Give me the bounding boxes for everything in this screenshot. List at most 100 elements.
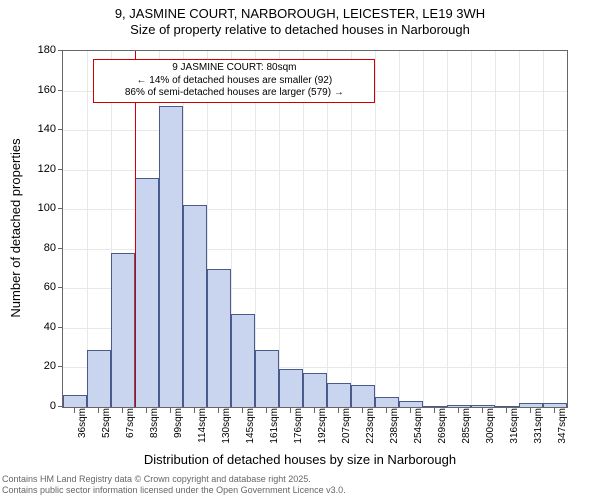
callout-line-2: ← 14% of detached houses are smaller (92… <box>98 75 370 88</box>
chart-title-line2: Size of property relative to detached ho… <box>0 22 600 38</box>
histogram-bar <box>183 205 207 407</box>
x-tick-mark <box>242 408 243 413</box>
y-tick-label: 80 <box>16 242 56 254</box>
y-tick-label: 160 <box>16 84 56 96</box>
x-tick-label: 300sqm <box>485 408 496 448</box>
histogram-bar <box>231 314 255 407</box>
chart-title-line1: 9, JASMINE COURT, NARBOROUGH, LEICESTER,… <box>0 6 600 22</box>
gridline-v <box>375 51 376 407</box>
reference-line <box>135 51 136 407</box>
y-tick-mark <box>58 90 62 91</box>
x-tick-mark <box>434 408 435 413</box>
x-tick-mark <box>170 408 171 413</box>
x-tick-mark <box>290 408 291 413</box>
x-tick-label: 347sqm <box>557 408 568 448</box>
histogram-bar <box>399 401 423 407</box>
x-tick-label: 223sqm <box>365 408 376 448</box>
y-tick-mark <box>58 248 62 249</box>
gridline-v <box>519 51 520 407</box>
y-tick-mark <box>58 406 62 407</box>
gridline-v <box>447 51 448 407</box>
x-tick-mark <box>146 408 147 413</box>
x-tick-label: 83sqm <box>149 408 160 448</box>
y-tick-label: 180 <box>16 44 56 56</box>
y-tick-label: 0 <box>16 400 56 412</box>
callout-line-1: 9 JASMINE COURT: 80sqm <box>98 62 370 75</box>
x-tick-mark <box>98 408 99 413</box>
gridline-h <box>63 170 567 171</box>
chart-plot-area: 9 JASMINE COURT: 80sqm← 14% of detached … <box>62 50 568 408</box>
x-tick-mark <box>74 408 75 413</box>
x-tick-label: 331sqm <box>533 408 544 448</box>
x-tick-label: 145sqm <box>245 408 256 448</box>
x-tick-label: 238sqm <box>389 408 400 448</box>
x-tick-label: 254sqm <box>413 408 424 448</box>
gridline-h <box>63 130 567 131</box>
x-tick-label: 161sqm <box>269 408 280 448</box>
x-axis-label: Distribution of detached houses by size … <box>0 452 600 467</box>
x-tick-mark <box>266 408 267 413</box>
histogram-bar <box>303 373 327 407</box>
y-tick-label: 140 <box>16 123 56 135</box>
x-tick-mark <box>506 408 507 413</box>
histogram-bar <box>159 106 183 407</box>
x-tick-label: 192sqm <box>317 408 328 448</box>
histogram-bar <box>375 397 399 407</box>
gridline-v <box>543 51 544 407</box>
x-tick-label: 99sqm <box>173 408 184 448</box>
y-tick-label: 100 <box>16 202 56 214</box>
gridline-v <box>471 51 472 407</box>
gridline-v <box>495 51 496 407</box>
x-tick-mark <box>338 408 339 413</box>
y-tick-mark <box>58 129 62 130</box>
histogram-bar <box>423 406 447 407</box>
y-tick-label: 60 <box>16 281 56 293</box>
y-tick-label: 40 <box>16 321 56 333</box>
x-tick-label: 269sqm <box>437 408 448 448</box>
footer-credit-2: Contains public sector information licen… <box>2 485 346 495</box>
gridline-v <box>351 51 352 407</box>
histogram-bar <box>327 383 351 407</box>
histogram-bar <box>279 369 303 407</box>
histogram-bar <box>543 403 567 407</box>
x-tick-label: 114sqm <box>197 408 208 448</box>
y-axis-label: Number of detached properties <box>8 49 23 228</box>
gridline-v <box>279 51 280 407</box>
y-tick-mark <box>58 169 62 170</box>
x-tick-mark <box>362 408 363 413</box>
x-tick-label: 130sqm <box>221 408 232 448</box>
x-tick-mark <box>458 408 459 413</box>
histogram-bar <box>447 405 471 407</box>
x-tick-label: 316sqm <box>509 408 520 448</box>
x-tick-mark <box>530 408 531 413</box>
gridline-v <box>423 51 424 407</box>
histogram-bar <box>255 350 279 407</box>
histogram-bar <box>135 178 159 407</box>
footer-credit-1: Contains HM Land Registry data © Crown c… <box>2 474 311 484</box>
y-tick-mark <box>58 366 62 367</box>
x-tick-mark <box>218 408 219 413</box>
x-tick-mark <box>410 408 411 413</box>
x-tick-label: 36sqm <box>77 408 88 448</box>
x-tick-mark <box>386 408 387 413</box>
histogram-bar <box>111 253 135 407</box>
histogram-bar <box>207 269 231 407</box>
x-tick-mark <box>482 408 483 413</box>
y-tick-label: 120 <box>16 163 56 175</box>
y-tick-mark <box>58 50 62 51</box>
x-tick-label: 67sqm <box>125 408 136 448</box>
x-tick-label: 176sqm <box>293 408 304 448</box>
histogram-bar <box>351 385 375 407</box>
x-tick-mark <box>314 408 315 413</box>
histogram-bar <box>495 406 519 407</box>
histogram-bar <box>87 350 111 407</box>
callout-box: 9 JASMINE COURT: 80sqm← 14% of detached … <box>93 59 375 103</box>
x-tick-label: 52sqm <box>101 408 112 448</box>
y-tick-label: 20 <box>16 360 56 372</box>
x-tick-mark <box>554 408 555 413</box>
callout-line-3: 86% of semi-detached houses are larger (… <box>98 87 370 100</box>
x-tick-mark <box>194 408 195 413</box>
histogram-bar <box>471 405 495 407</box>
y-tick-mark <box>58 208 62 209</box>
x-tick-label: 285sqm <box>461 408 472 448</box>
